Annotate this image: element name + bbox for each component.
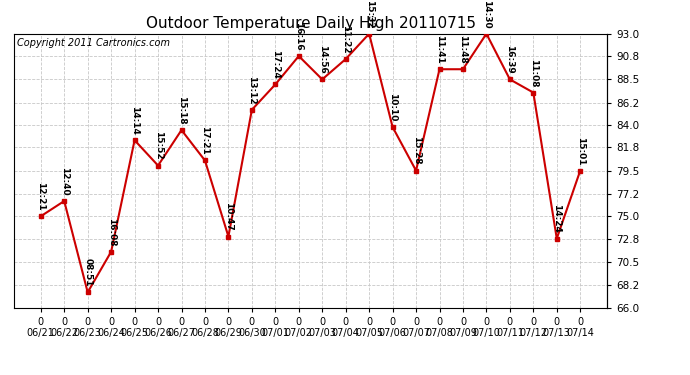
Text: 17:21: 17:21 [201,126,210,155]
Text: 11:48: 11:48 [458,35,467,64]
Text: 12:40: 12:40 [60,167,69,195]
Text: 15:52: 15:52 [154,131,163,160]
Text: 15:01: 15:01 [575,136,584,165]
Text: 14:56: 14:56 [317,45,327,74]
Text: 11:22: 11:22 [341,25,351,54]
Text: 14:24: 14:24 [552,204,561,233]
Text: 14:14: 14:14 [130,106,139,135]
Text: 13:12: 13:12 [247,76,257,104]
Text: 15:28: 15:28 [411,136,420,165]
Text: 16:39: 16:39 [505,45,514,74]
Text: 12:21: 12:21 [37,182,46,211]
Text: 14:30: 14:30 [482,0,491,28]
Text: 16:16: 16:16 [294,22,304,51]
Text: 10:47: 10:47 [224,202,233,231]
Text: Copyright 2011 Cartronics.com: Copyright 2011 Cartronics.com [17,38,170,48]
Text: 15:18: 15:18 [177,96,186,124]
Text: 15:32: 15:32 [364,0,374,28]
Text: 08:51: 08:51 [83,258,92,287]
Text: 11:41: 11:41 [435,35,444,64]
Text: 10:10: 10:10 [388,93,397,122]
Text: 16:08: 16:08 [107,217,116,246]
Text: 17:24: 17:24 [270,50,280,79]
Title: Outdoor Temperature Daily High 20110715: Outdoor Temperature Daily High 20110715 [146,16,475,31]
Text: 11:08: 11:08 [529,58,538,87]
